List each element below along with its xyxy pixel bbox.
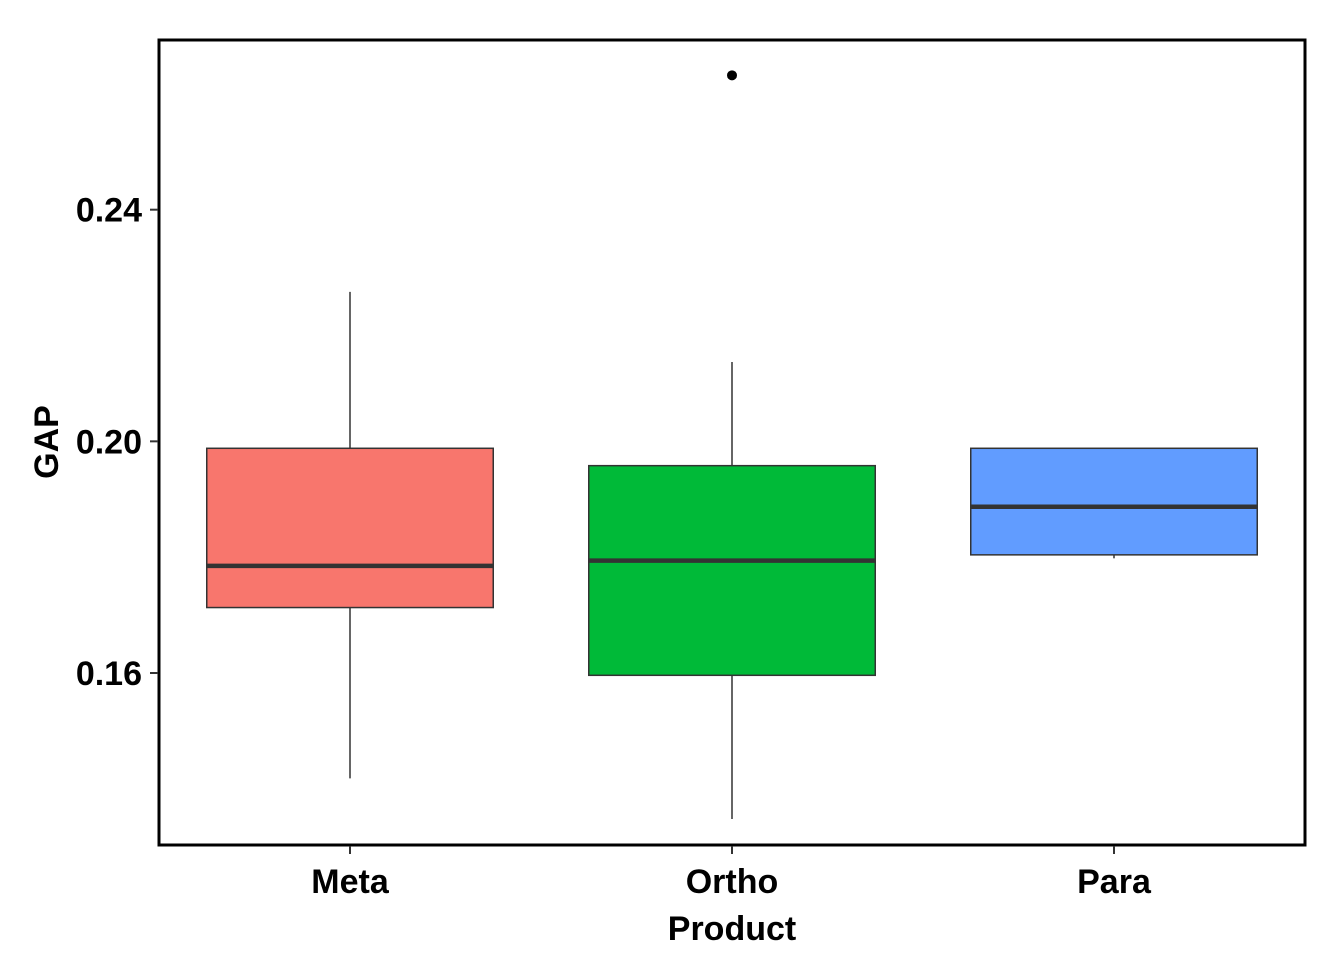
iqr-box-meta — [206, 447, 494, 609]
plot-area — [206, 70, 1258, 819]
iqr-box-para — [970, 447, 1258, 556]
axes: Meta Ortho Para 0.16 0.20 0.24 — [76, 192, 1152, 901]
y-tick-label-1: 0.20 — [76, 423, 142, 461]
y-tick-label-2: 0.24 — [76, 192, 142, 230]
x-tick-label-meta: Meta — [311, 863, 390, 901]
box-para — [970, 447, 1258, 559]
outlier-point-ortho-0 — [727, 70, 737, 81]
box-meta — [206, 291, 494, 779]
plot-border — [157, 38, 1307, 847]
y-axis-title: GAP — [28, 405, 66, 479]
iqr-box-ortho — [588, 464, 876, 677]
x-tick-label-para: Para — [1077, 863, 1152, 901]
x-axis-title: Product — [668, 910, 796, 948]
box-ortho — [588, 70, 876, 819]
x-tick-label-ortho: Ortho — [686, 863, 779, 901]
y-tick-label-0: 0.16 — [76, 655, 142, 693]
